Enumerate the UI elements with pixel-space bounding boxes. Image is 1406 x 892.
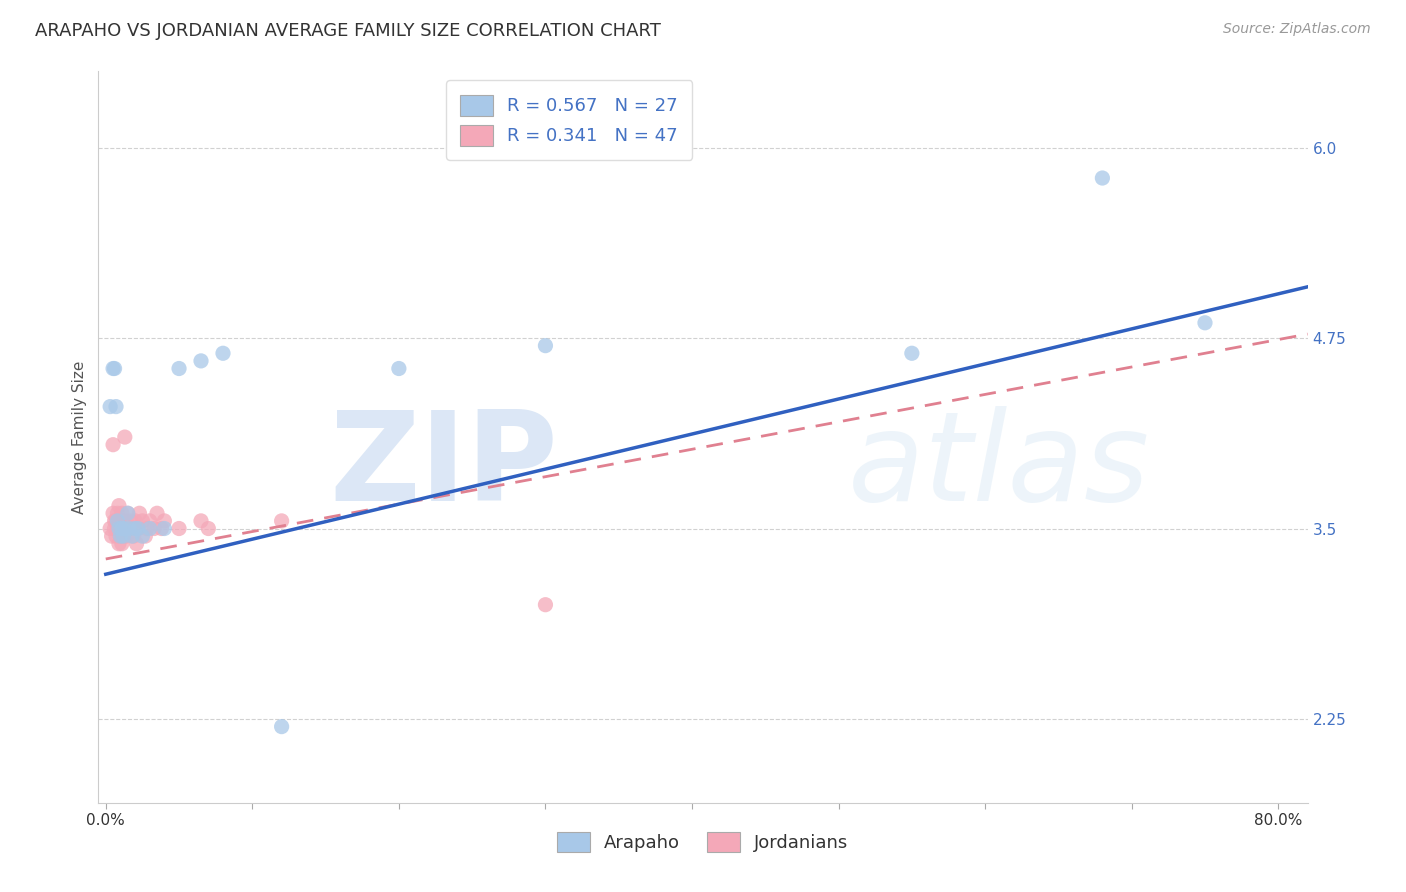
Point	[901, 346, 924, 360]
Point	[131, 529, 153, 543]
Point	[103, 514, 125, 528]
Point	[98, 400, 121, 414]
Point	[138, 521, 160, 535]
Point	[117, 521, 139, 535]
Point	[1194, 316, 1216, 330]
Point	[121, 529, 143, 543]
Point	[150, 521, 173, 535]
Y-axis label: Average Family Size: Average Family Size	[72, 360, 87, 514]
Point	[124, 514, 146, 528]
Point	[103, 521, 125, 535]
Point	[108, 499, 131, 513]
Point	[107, 514, 129, 528]
Text: Source: ZipAtlas.com: Source: ZipAtlas.com	[1223, 22, 1371, 37]
Point	[111, 537, 134, 551]
Point	[101, 438, 124, 452]
Text: ZIP: ZIP	[329, 406, 558, 527]
Point	[110, 529, 132, 543]
Point	[143, 521, 166, 535]
Legend: Arapaho, Jordanians: Arapaho, Jordanians	[550, 824, 856, 860]
Text: atlas: atlas	[848, 406, 1150, 527]
Point	[114, 430, 136, 444]
Point	[115, 529, 138, 543]
Point	[127, 521, 149, 535]
Point	[115, 514, 138, 528]
Point	[98, 521, 121, 535]
Point	[110, 514, 132, 528]
Point	[153, 521, 176, 535]
Point	[107, 506, 129, 520]
Point	[103, 361, 125, 376]
Point	[270, 514, 292, 528]
Point	[120, 514, 142, 528]
Point	[111, 521, 134, 535]
Point	[108, 514, 131, 528]
Point	[100, 529, 122, 543]
Point	[153, 514, 176, 528]
Point	[124, 521, 146, 535]
Point	[105, 529, 128, 543]
Point	[105, 514, 128, 528]
Point	[127, 521, 149, 535]
Point	[111, 506, 134, 520]
Point	[117, 506, 139, 520]
Point	[117, 506, 139, 520]
Point	[190, 514, 212, 528]
Point	[1091, 171, 1114, 186]
Point	[134, 529, 156, 543]
Point	[197, 521, 219, 535]
Point	[107, 521, 129, 535]
Point	[101, 506, 124, 520]
Point	[110, 521, 132, 535]
Point	[118, 521, 141, 535]
Point	[108, 521, 131, 535]
Point	[167, 361, 190, 376]
Point	[122, 529, 145, 543]
Point	[135, 521, 157, 535]
Point	[114, 521, 136, 535]
Text: ARAPAHO VS JORDANIAN AVERAGE FAMILY SIZE CORRELATION CHART: ARAPAHO VS JORDANIAN AVERAGE FAMILY SIZE…	[35, 22, 661, 40]
Point	[212, 346, 235, 360]
Point	[112, 529, 135, 543]
Point	[534, 338, 557, 352]
Point	[138, 514, 160, 528]
Point	[110, 529, 132, 543]
Point	[112, 529, 135, 543]
Point	[114, 521, 136, 535]
Point	[146, 506, 169, 520]
Point	[112, 514, 135, 528]
Point	[167, 521, 190, 535]
Point	[118, 521, 141, 535]
Point	[388, 361, 411, 376]
Point	[105, 400, 128, 414]
Point	[190, 354, 212, 368]
Point	[108, 537, 131, 551]
Point	[128, 506, 150, 520]
Point	[101, 361, 124, 376]
Point	[131, 514, 153, 528]
Point	[534, 598, 557, 612]
Point	[270, 720, 292, 734]
Point	[125, 537, 148, 551]
Point	[121, 521, 143, 535]
